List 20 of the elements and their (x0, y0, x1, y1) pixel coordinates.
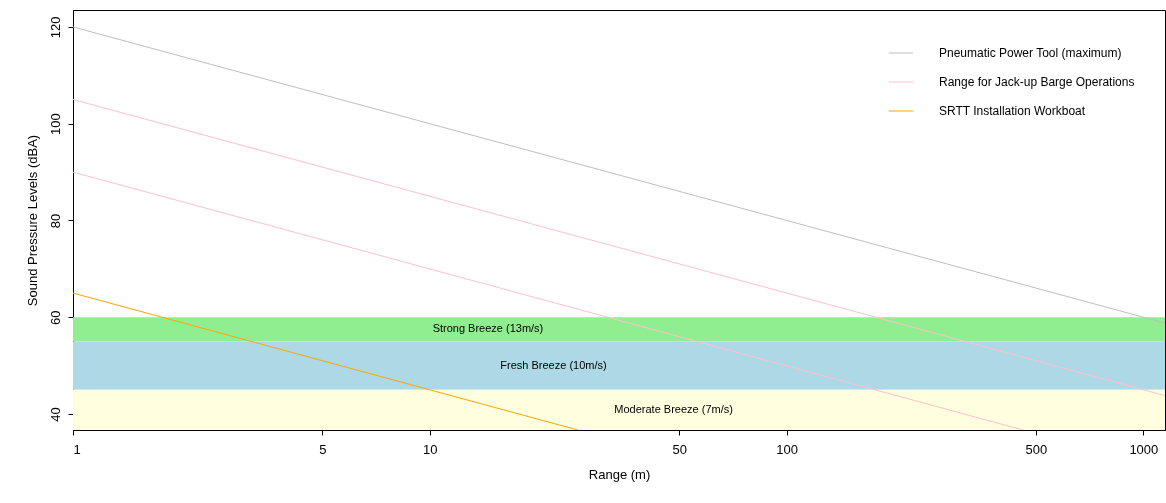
band-label: Fresh Breeze (10m/s) (500, 358, 607, 371)
x-tick-label: 10 (423, 441, 438, 457)
x-tick-label: 100 (776, 441, 798, 457)
band-label: Moderate Breeze (7m/s) (614, 402, 733, 415)
y-axis-title: Sound Pressure Levels (dBA) (24, 134, 40, 307)
y-tick-label: 60 (47, 310, 63, 325)
x-tick-label: 5 (319, 441, 327, 457)
y-tick-label: 40 (47, 407, 63, 422)
x-tick-label: 500 (1025, 441, 1048, 457)
x-axis-title: Range (m) (588, 466, 651, 482)
x-tick-label: 50 (672, 441, 687, 457)
y-tick-label: 80 (47, 213, 63, 229)
legend-label: SRTT Installation Workboat (939, 104, 1086, 118)
legend-label: Range for Jack-up Barge Operations (939, 75, 1135, 89)
y-tick-label: 100 (47, 113, 63, 136)
band-label: Strong Breeze (13m/s) (432, 322, 544, 335)
x-tick-label: 1 (73, 441, 81, 457)
y-tick-label: 120 (47, 16, 63, 39)
legend-label: Pneumatic Power Tool (maximum) (939, 46, 1122, 60)
x-tick-label: 1000 (1129, 441, 1159, 457)
